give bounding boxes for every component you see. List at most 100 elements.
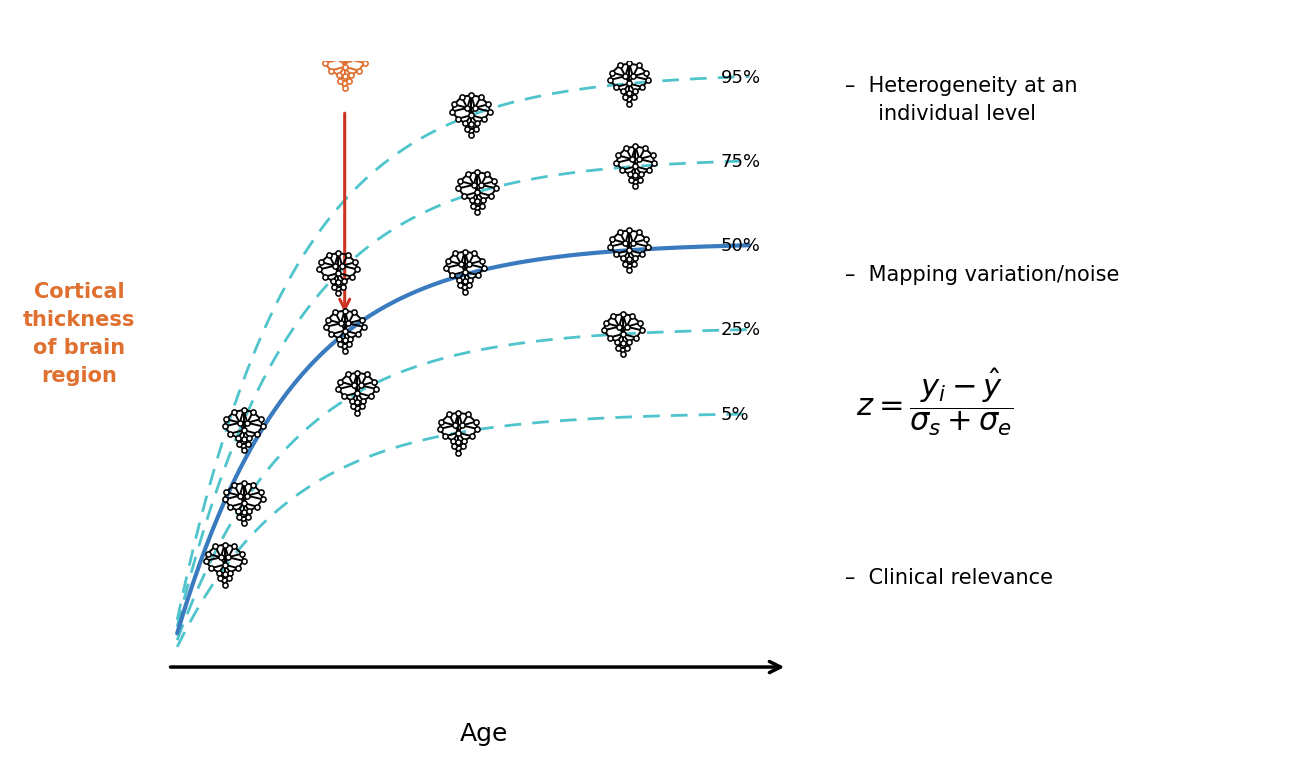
Point [608, 342, 628, 354]
Point [351, 379, 372, 391]
Point [593, 324, 614, 337]
Point [444, 419, 464, 431]
Point [448, 183, 468, 195]
Point [644, 157, 664, 169]
Point [600, 240, 620, 252]
Point [233, 404, 254, 416]
Point [463, 200, 484, 212]
Point [430, 423, 450, 435]
Point [239, 432, 259, 444]
Point [606, 336, 627, 348]
Text: –  Mapping variation/noise: – Mapping variation/noise [845, 265, 1120, 285]
Point [451, 419, 472, 431]
Point [601, 233, 622, 246]
Point [626, 180, 646, 193]
Point [341, 333, 361, 345]
Point [228, 438, 249, 450]
Point [352, 395, 373, 407]
Point [223, 406, 244, 418]
Point [632, 248, 653, 260]
Point [214, 578, 235, 590]
Point [457, 102, 477, 114]
Point [250, 486, 271, 498]
Point [626, 160, 646, 172]
Point [324, 42, 344, 54]
Point [317, 314, 338, 326]
Point [477, 99, 498, 111]
Point [214, 538, 235, 550]
Point [462, 194, 482, 206]
Point [348, 64, 369, 77]
Point [233, 506, 254, 518]
Point [619, 98, 640, 110]
Point [231, 547, 252, 559]
Point [613, 328, 633, 340]
Point [609, 321, 630, 333]
Point [619, 58, 640, 70]
Point [461, 109, 481, 121]
Point [334, 275, 355, 287]
Point [617, 342, 637, 354]
Text: Cortical
thickness
of brain
region: Cortical thickness of brain region [23, 281, 135, 386]
Point [233, 497, 254, 509]
Point [448, 427, 468, 439]
Point [637, 74, 658, 86]
Point [330, 317, 351, 329]
Point [315, 57, 335, 69]
Point [343, 379, 364, 391]
Point [210, 572, 231, 584]
Point [626, 140, 646, 152]
Point [614, 91, 635, 103]
Point [311, 256, 332, 268]
Point [233, 517, 254, 529]
Point [461, 129, 481, 141]
Text: 50%: 50% [721, 237, 761, 255]
Point [628, 59, 649, 71]
Point [347, 263, 368, 275]
Text: $z = \dfrac{y_i - \hat{y}}{\sigma_s + \sigma_e}$: $z = \dfrac{y_i - \hat{y}}{\sigma_s + \s… [857, 366, 1014, 437]
Point [214, 421, 235, 433]
Point [230, 417, 250, 429]
Point [628, 226, 649, 238]
Point [339, 338, 360, 350]
Point [619, 253, 640, 265]
Point [467, 166, 488, 178]
Point [480, 105, 501, 117]
Point [338, 249, 359, 261]
Point [227, 432, 248, 444]
Point [322, 275, 343, 287]
Point [230, 490, 250, 502]
Point [441, 105, 462, 117]
Point [450, 175, 471, 187]
Point [609, 59, 630, 71]
Point [605, 81, 626, 93]
Point [332, 260, 352, 272]
Point [233, 444, 254, 456]
Point [439, 409, 459, 421]
Point [472, 255, 493, 267]
Point [334, 82, 355, 94]
Point [431, 415, 451, 428]
Point [352, 49, 373, 61]
Point [315, 271, 335, 283]
Point [355, 57, 375, 69]
Point [252, 493, 273, 506]
Point [471, 91, 491, 103]
Point [454, 434, 475, 446]
Point [615, 70, 636, 83]
Point [320, 64, 341, 77]
Point [214, 559, 235, 571]
Point [473, 262, 494, 274]
Point [613, 308, 633, 320]
Point [622, 310, 642, 322]
Point [330, 376, 351, 388]
Point [459, 279, 480, 291]
Point [458, 409, 479, 421]
Point [605, 248, 626, 260]
Point [480, 190, 501, 202]
Point [630, 153, 650, 165]
Point [341, 69, 361, 81]
Point [486, 183, 507, 195]
Point [619, 265, 640, 277]
Point [601, 67, 622, 79]
